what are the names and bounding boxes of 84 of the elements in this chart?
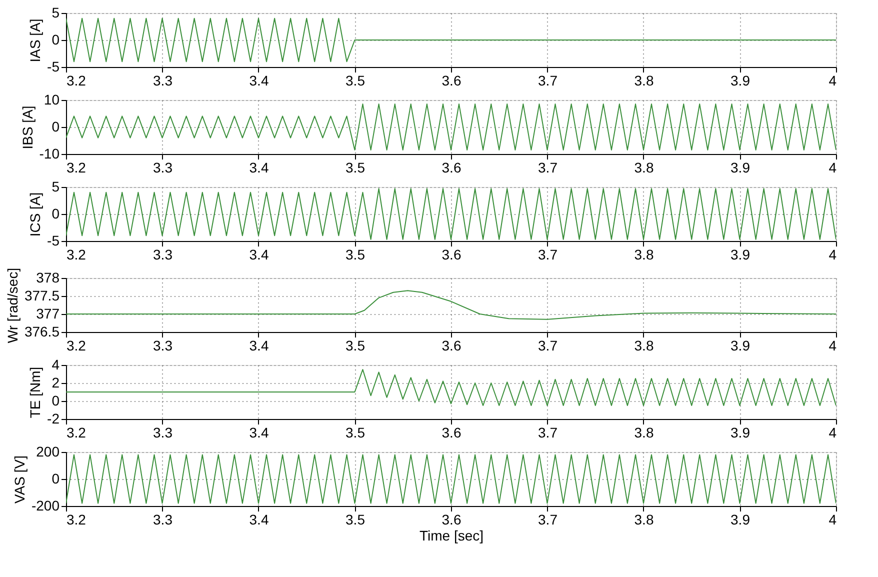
y-tick-label: 377.5 (24, 288, 60, 304)
x-tick-label: 4 (828, 246, 837, 262)
x-tick-label: 4 (828, 512, 837, 528)
y-axis-title: ICS [A] (27, 192, 44, 237)
x-tick-label: 3.5 (346, 72, 366, 88)
x-tick-label: 4 (828, 424, 837, 440)
x-tick-label: 3.4 (249, 160, 269, 176)
x-tick-label: 3.4 (249, 246, 269, 262)
x-tick-label: 3.5 (346, 512, 366, 528)
x-tick-label: 3.8 (634, 512, 654, 528)
x-tick-label: 3.9 (730, 72, 750, 88)
x-tick-label: 3.4 (249, 338, 269, 354)
x-tick-label: 3.9 (730, 512, 750, 528)
x-tick-label: 3.7 (538, 160, 558, 176)
x-tick-label: 4 (828, 338, 837, 354)
x-tick-label: 3.6 (442, 338, 462, 354)
y-axis-title: IAS [A] (27, 18, 44, 62)
x-tick-label: 3.3 (153, 72, 173, 88)
y-tick-label: 0 (52, 470, 60, 486)
x-tick-label: 3.3 (153, 160, 173, 176)
x-axis-title: Time [sec] (419, 528, 484, 544)
y-axis-title: VAS [V] (11, 456, 28, 504)
x-tick-label: 4 (828, 160, 837, 176)
y-tick-label: 4 (52, 356, 60, 372)
x-tick-label: 3.7 (538, 72, 558, 88)
x-tick-label: 3.4 (249, 424, 269, 440)
x-tick-label: 3.6 (442, 72, 462, 88)
y-tick-label: -200 (31, 498, 60, 514)
x-tick-label: 3.3 (153, 512, 173, 528)
y-tick-label: -10 (39, 146, 60, 162)
y-tick-label: 0 (52, 32, 60, 48)
y-tick-label: 377 (36, 306, 60, 322)
x-tick-label: 3.7 (538, 246, 558, 262)
line-series (66, 104, 836, 150)
x-tick-label: 3.5 (346, 246, 366, 262)
y-axis-title: IBS [A] (19, 106, 36, 150)
x-tick-label: 3.9 (730, 246, 750, 262)
line-series (66, 290, 836, 320)
y-tick-label: 10 (44, 92, 60, 108)
y-tick-label: 200 (36, 444, 60, 460)
y-tick-label: 0 (52, 206, 60, 222)
x-tick-label: 3.9 (730, 160, 750, 176)
y-tick-label: 378 (36, 270, 60, 286)
x-tick-label: 3.9 (730, 424, 750, 440)
y-tick-label: 2 (52, 374, 60, 390)
line-series (66, 369, 836, 406)
x-tick-label: 3.2 (66, 72, 86, 88)
x-tick-label: 3.7 (538, 424, 558, 440)
x-tick-label: 3.8 (634, 160, 654, 176)
x-tick-label: 3.3 (153, 424, 173, 440)
y-axis-title: Wr [rad/sec] (4, 268, 20, 344)
x-tick-label: 3.2 (66, 246, 86, 262)
y-tick-label: 5 (52, 4, 60, 20)
x-tick-label: 3.2 (66, 160, 86, 176)
x-tick-label: 3.7 (538, 512, 558, 528)
x-tick-label: 3.3 (153, 246, 173, 262)
x-tick-label: 3.2 (66, 338, 86, 354)
y-tick-label: -2 (47, 410, 60, 426)
y-tick-label: 376.5 (24, 324, 60, 340)
x-tick-label: 3.8 (634, 72, 654, 88)
x-tick-label: 3.6 (442, 160, 462, 176)
x-tick-label: 3.9 (730, 338, 750, 354)
y-tick-label: 5 (52, 178, 60, 194)
x-tick-label: 3.6 (442, 512, 462, 528)
x-tick-label: 3.5 (346, 160, 366, 176)
x-tick-label: 3.2 (66, 512, 86, 528)
x-tick-label: 3.5 (346, 338, 366, 354)
x-tick-label: 3.7 (538, 338, 558, 354)
x-tick-label: 3.8 (634, 424, 654, 440)
y-tick-label: 0 (52, 392, 60, 408)
x-tick-label: 3.6 (442, 246, 462, 262)
x-tick-label: 4 (828, 72, 837, 88)
y-tick-label: 0 (52, 118, 60, 134)
x-tick-label: 3.5 (346, 424, 366, 440)
x-tick-label: 3.4 (249, 72, 269, 88)
x-tick-label: 3.2 (66, 424, 86, 440)
y-tick-label: -5 (47, 58, 60, 74)
x-tick-label: 3.3 (153, 338, 173, 354)
x-tick-label: 3.4 (249, 512, 269, 528)
x-tick-label: 3.6 (442, 424, 462, 440)
x-tick-label: 3.8 (634, 246, 654, 262)
y-tick-label: -5 (47, 232, 60, 248)
x-tick-label: 3.8 (634, 338, 654, 354)
y-axis-title: TE [Nm] (27, 366, 44, 418)
